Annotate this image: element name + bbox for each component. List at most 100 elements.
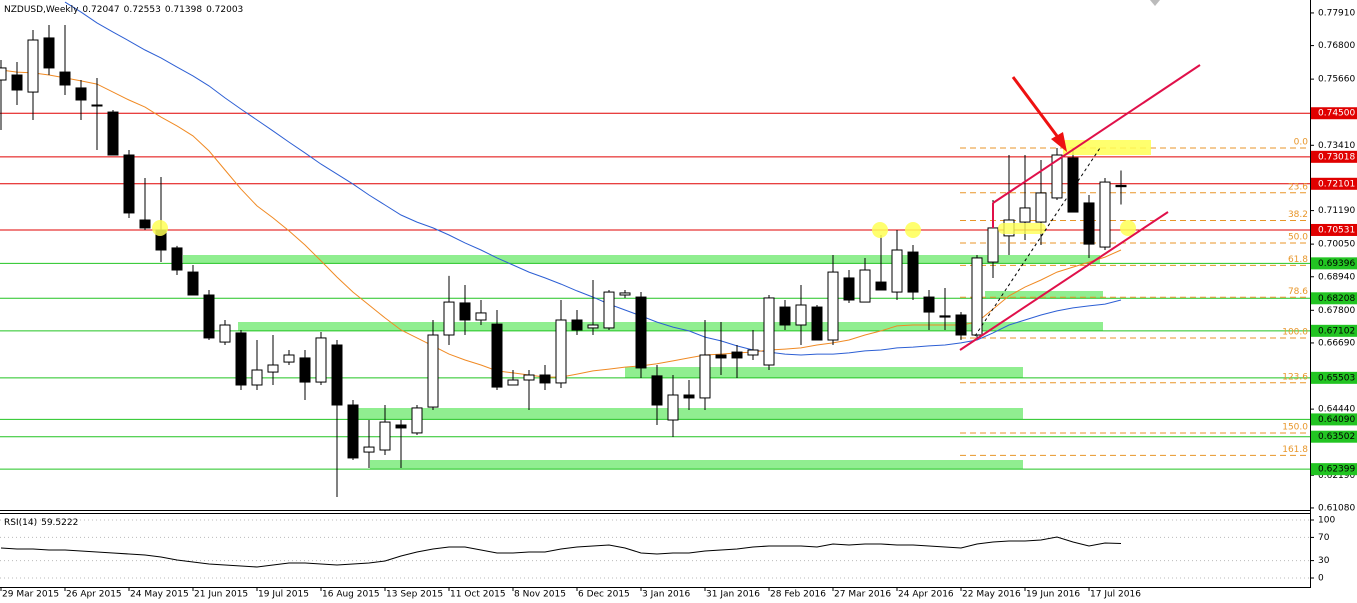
- candle-body: [523, 374, 535, 381]
- y-tick-label: 30: [1318, 556, 1330, 566]
- fib-label: 38.2: [1288, 210, 1308, 220]
- x-tick-label: 27 Mar 2016: [834, 590, 891, 600]
- candle-body: [75, 87, 87, 101]
- level-label: 0.70531: [1318, 225, 1355, 235]
- level-label-box: [1311, 292, 1357, 305]
- x-tick-label: 31 Jan 2016: [706, 590, 760, 600]
- candle-body: [683, 394, 695, 399]
- candle-body: [571, 319, 583, 331]
- y-tick-label: 0.68940: [1318, 272, 1355, 282]
- candle-body: [347, 404, 359, 459]
- candle-body: [635, 296, 647, 369]
- candle-body: [651, 375, 663, 406]
- highlight: [998, 223, 1046, 234]
- level-label: 0.63502: [1318, 432, 1355, 442]
- fib-label: 50.0: [1288, 232, 1308, 242]
- level-label-box: [1311, 430, 1357, 443]
- level-label-box: [1311, 463, 1357, 476]
- level-label: 0.72101: [1318, 179, 1355, 189]
- y-tick-label: 0.67800: [1318, 306, 1355, 316]
- level-label: 0.69396: [1318, 259, 1355, 269]
- last-high: 0.72553: [124, 5, 161, 15]
- chart-header: NZDUSD,Weekly 0.72047 0.72553 0.71398 0.7200…: [4, 5, 243, 15]
- x-tick-label: 28 Feb 2016: [770, 590, 826, 600]
- level-label-box: [1311, 177, 1357, 190]
- rsi-header: RSI(14) 59.5222: [4, 518, 78, 528]
- x-tick-label: 22 May 2016: [962, 590, 1021, 600]
- arrow-head: [1051, 132, 1067, 152]
- candle-body: [603, 291, 615, 329]
- rsi-last: 59.5222: [41, 518, 78, 528]
- candle-body: [11, 74, 23, 91]
- last-close: 0.72003: [206, 5, 243, 15]
- y-tick-label: 0: [1318, 574, 1324, 584]
- trend-line: [974, 147, 1101, 337]
- level-label-box: [1311, 223, 1357, 236]
- y-tick-label: 0.73410: [1318, 141, 1355, 151]
- candle-body: [539, 374, 551, 384]
- level-label-box: [1311, 413, 1357, 426]
- candle-body: [491, 323, 503, 388]
- candle-body: [139, 219, 151, 229]
- y-tick-label: 0.62190: [1318, 471, 1355, 481]
- fib-label: 0.0: [1294, 137, 1309, 147]
- y-tick-label: 0.77910: [1318, 8, 1355, 18]
- candle-body: [331, 344, 343, 406]
- rsi-line: [0, 536, 1122, 568]
- highlight: [1120, 220, 1136, 236]
- shift-marker: [1150, 0, 1160, 6]
- x-tick-label: 19 Jul 2015: [258, 590, 309, 600]
- level-label: 0.62399: [1318, 465, 1355, 475]
- support-zone: [350, 408, 1023, 419]
- candle-body: [1067, 157, 1079, 213]
- candle-body: [1019, 207, 1031, 223]
- x-tick-label: 8 Nov 2015: [514, 590, 566, 600]
- x-tick-label: 19 Jun 2016: [1026, 590, 1080, 600]
- x-tick-label: 24 Apr 2016: [898, 590, 954, 600]
- candle-body: [363, 446, 375, 453]
- level-label-box: [1311, 324, 1357, 337]
- level-label: 0.73018: [1318, 152, 1355, 162]
- y-tick-label: 0.66690: [1318, 338, 1355, 348]
- level-label-box: [1311, 371, 1357, 384]
- candle-body: [219, 324, 231, 343]
- y-tick-label: 0.75660: [1318, 75, 1355, 85]
- highlight: [872, 222, 888, 238]
- fib-label: 100.0: [1282, 327, 1308, 337]
- candle-body: [715, 354, 727, 359]
- last-low: 0.71398: [165, 5, 202, 15]
- support-zone: [183, 255, 1100, 263]
- channel-line: [959, 211, 1169, 351]
- last-open: 0.72047: [82, 5, 119, 15]
- level-label-box: [1311, 107, 1357, 120]
- candle-body: [123, 154, 135, 214]
- candle-body: [667, 394, 679, 421]
- candle-body: [315, 337, 327, 383]
- candle-body: [971, 257, 983, 336]
- candle-body: [91, 104, 103, 107]
- candle-body: [235, 332, 247, 386]
- candle-body: [843, 277, 855, 301]
- candle-body: [411, 407, 423, 434]
- level-label: 0.67102: [1318, 326, 1355, 336]
- candle-body: [59, 71, 71, 86]
- candle-body: [555, 319, 567, 384]
- x-tick-label: 16 Aug 2015: [322, 590, 380, 600]
- candle-body: [459, 302, 471, 321]
- channel-line: [992, 64, 1201, 204]
- support-zone: [370, 460, 1023, 469]
- fib-label: 61.8: [1288, 255, 1308, 265]
- candle-body: [891, 249, 903, 293]
- candle-body: [763, 297, 775, 366]
- candle-body: [187, 271, 199, 296]
- symbol-title: NZDUSD,Weekly: [4, 5, 79, 15]
- candle-body: [747, 349, 759, 356]
- x-tick-label: 17 Jul 2016: [1090, 590, 1141, 600]
- x-tick-label: 21 Jun 2015: [194, 590, 248, 600]
- candle-body: [1035, 192, 1047, 223]
- candle-body: [811, 306, 823, 341]
- y-tick-label: 0.61080: [1318, 503, 1355, 513]
